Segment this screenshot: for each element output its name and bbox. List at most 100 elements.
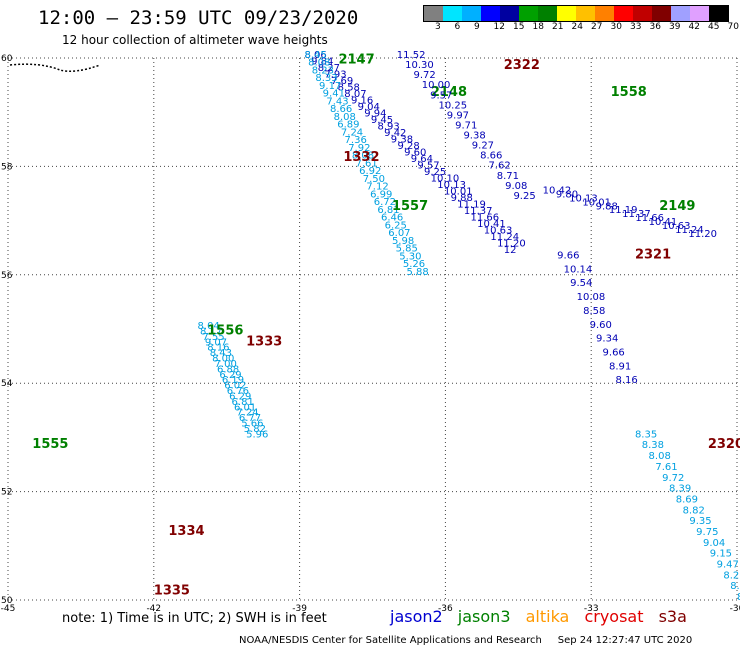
wave-height-value: 6.77 bbox=[239, 413, 261, 424]
legend-label: 3 bbox=[435, 22, 441, 32]
wave-height-value: 10.63 bbox=[662, 221, 691, 232]
x-tick-label: -45 bbox=[1, 604, 16, 614]
legend-label: 27 bbox=[591, 22, 603, 32]
altimeter-tracks: 8.069.848.277.937.698.588.079.169.049.94… bbox=[32, 50, 740, 603]
legend-swatch bbox=[709, 6, 728, 21]
wave-height-value: 10.13 bbox=[569, 193, 598, 204]
pass-label: 2148 bbox=[431, 85, 467, 100]
legend-label: 36 bbox=[649, 22, 661, 32]
wave-height-value: 8.08 bbox=[308, 58, 330, 69]
wave-height-value: 7.12 bbox=[366, 182, 388, 193]
wave-height-value: 5.30 bbox=[399, 251, 421, 262]
wave-height-value: 11.37 bbox=[622, 209, 651, 220]
pass-label: 2149 bbox=[659, 199, 695, 214]
satellite-legend: jason2 jason3 altika cryosat s3a bbox=[390, 607, 697, 626]
wave-height-value: 9.17 bbox=[319, 81, 341, 92]
legend-label: 24 bbox=[571, 22, 583, 32]
x-tick-label: -42 bbox=[146, 604, 161, 614]
wave-height-value: 9.41 bbox=[323, 89, 345, 100]
wave-height-value: 6.76 bbox=[227, 386, 249, 397]
wave-height-value: 8.58 bbox=[583, 306, 605, 317]
wave-height-value: 10.01 bbox=[582, 197, 611, 208]
wave-height-value: 10.14 bbox=[564, 264, 593, 275]
wave-height-value: 9.64 bbox=[411, 154, 433, 165]
wave-height-value: 9.94 bbox=[364, 109, 386, 120]
wave-height-value: 5.88 bbox=[407, 267, 429, 278]
legend-label: 45 bbox=[708, 22, 720, 32]
x-tick-label: -33 bbox=[584, 604, 599, 614]
wave-height-value: 9.16 bbox=[351, 96, 373, 107]
wave-height-value: 7.00 bbox=[215, 359, 237, 370]
wave-height-value: 6.29 bbox=[229, 391, 251, 402]
wave-height-value: 11.24 bbox=[675, 225, 704, 236]
wave-height-value: 7.43 bbox=[326, 96, 348, 107]
wave-height-value: 7.93 bbox=[324, 70, 346, 81]
wave-height-value: 6.81 bbox=[377, 205, 399, 216]
wave-height-value: 7.92 bbox=[348, 143, 370, 154]
legend-swatch bbox=[595, 6, 614, 21]
wave-height-value: 8.39 bbox=[669, 484, 691, 495]
sat-s3a: s3a bbox=[658, 607, 687, 626]
wave-height-value: 7.62 bbox=[488, 161, 510, 172]
wave-height-value: 9.66 bbox=[557, 251, 579, 262]
wave-height-value: 9.60 bbox=[590, 320, 612, 331]
coastline bbox=[9, 63, 101, 72]
y-tick-label: 52 bbox=[1, 488, 12, 498]
legend-label: 6 bbox=[454, 22, 461, 32]
wave-height-value: 9.42 bbox=[384, 128, 406, 139]
wave-height-value: 7.69 bbox=[331, 76, 353, 87]
track-2149: 10.429.8010.1310.019.8811.1911.3711.6610… bbox=[543, 186, 717, 240]
wave-height-value: 11.20 bbox=[688, 229, 717, 240]
wave-height-value: 9.28 bbox=[397, 141, 419, 152]
wave-height-value: 10.30 bbox=[405, 60, 434, 71]
legend-label: 39 bbox=[669, 22, 681, 32]
wave-height-value: 10.25 bbox=[438, 100, 467, 111]
wave-height-value: 8.33 bbox=[730, 581, 740, 592]
wave-height-value: 9.66 bbox=[603, 347, 625, 358]
legend-swatch bbox=[633, 6, 652, 21]
x-tick-label: -36 bbox=[438, 604, 453, 614]
wave-height-value: 9.35 bbox=[689, 516, 711, 527]
wave-height-value: 6.46 bbox=[381, 213, 403, 224]
track-2321: 9.66 10.14 9.54 10.08 8.58 9.60 9.34 9.66 8.91 8.… bbox=[557, 248, 671, 387]
y-tick-label: 56 bbox=[1, 271, 13, 281]
wave-height-value: 8.38 bbox=[642, 440, 664, 451]
wave-height-value: 8.82 bbox=[683, 505, 705, 516]
wave-height-value: 6.01 bbox=[234, 402, 256, 413]
wave-height-value: 6.72 bbox=[374, 197, 396, 208]
sat-altika: altika bbox=[525, 607, 570, 626]
track-2320: 8.358.388.087.619.728.398.698.829.359.75… bbox=[635, 429, 740, 603]
track-1332: 1332 bbox=[343, 150, 379, 165]
wave-height-value: 9.08 bbox=[505, 181, 527, 192]
wave-height-value: 9.57 bbox=[430, 90, 452, 101]
wave-height-value: 8.66 bbox=[330, 104, 352, 115]
legend-swatch bbox=[576, 6, 595, 21]
wave-height-value: 9.88 bbox=[451, 193, 473, 204]
wave-height-value: 8.08 bbox=[334, 112, 356, 123]
wave-height-value: 7.50 bbox=[363, 174, 385, 185]
wave-height-value: 9.84 bbox=[311, 57, 333, 68]
wave-height-value: 5.82 bbox=[244, 424, 266, 435]
sat-jason3: jason3 bbox=[457, 607, 511, 626]
note-text: note: 1) Time is in UTC; 2) SWH is in fe… bbox=[62, 611, 327, 626]
track-1335: 1335 bbox=[154, 584, 190, 599]
wave-height-value: 9.07 bbox=[205, 337, 227, 348]
wave-height-value: 10.13 bbox=[437, 180, 466, 191]
legend-swatch bbox=[652, 6, 671, 21]
wave-height-value: 9.38 bbox=[463, 131, 485, 142]
x-tick-label: -39 bbox=[292, 604, 307, 614]
wave-height-value: 9.72 bbox=[662, 473, 684, 484]
map-title: 12:00 – 23:59 UTC 09/23/2020 bbox=[38, 7, 359, 29]
wave-height-value: 8.33 bbox=[315, 73, 337, 84]
wave-height-value: 9.75 bbox=[696, 527, 718, 538]
legend-swatch bbox=[481, 6, 500, 21]
wave-height-value: 10.41 bbox=[477, 219, 506, 230]
wave-height-value: 6.92 bbox=[359, 166, 381, 177]
wave-height-value: 9.80 bbox=[556, 189, 578, 200]
wave-height-value: 11.19 bbox=[457, 200, 486, 211]
wave-height-value: 7.36 bbox=[345, 135, 367, 146]
legend-swatch bbox=[462, 6, 481, 21]
pass-label: 2320 bbox=[708, 437, 740, 452]
track-1555: 1555 bbox=[32, 437, 68, 452]
wave-height-value: 5.85 bbox=[396, 244, 418, 255]
